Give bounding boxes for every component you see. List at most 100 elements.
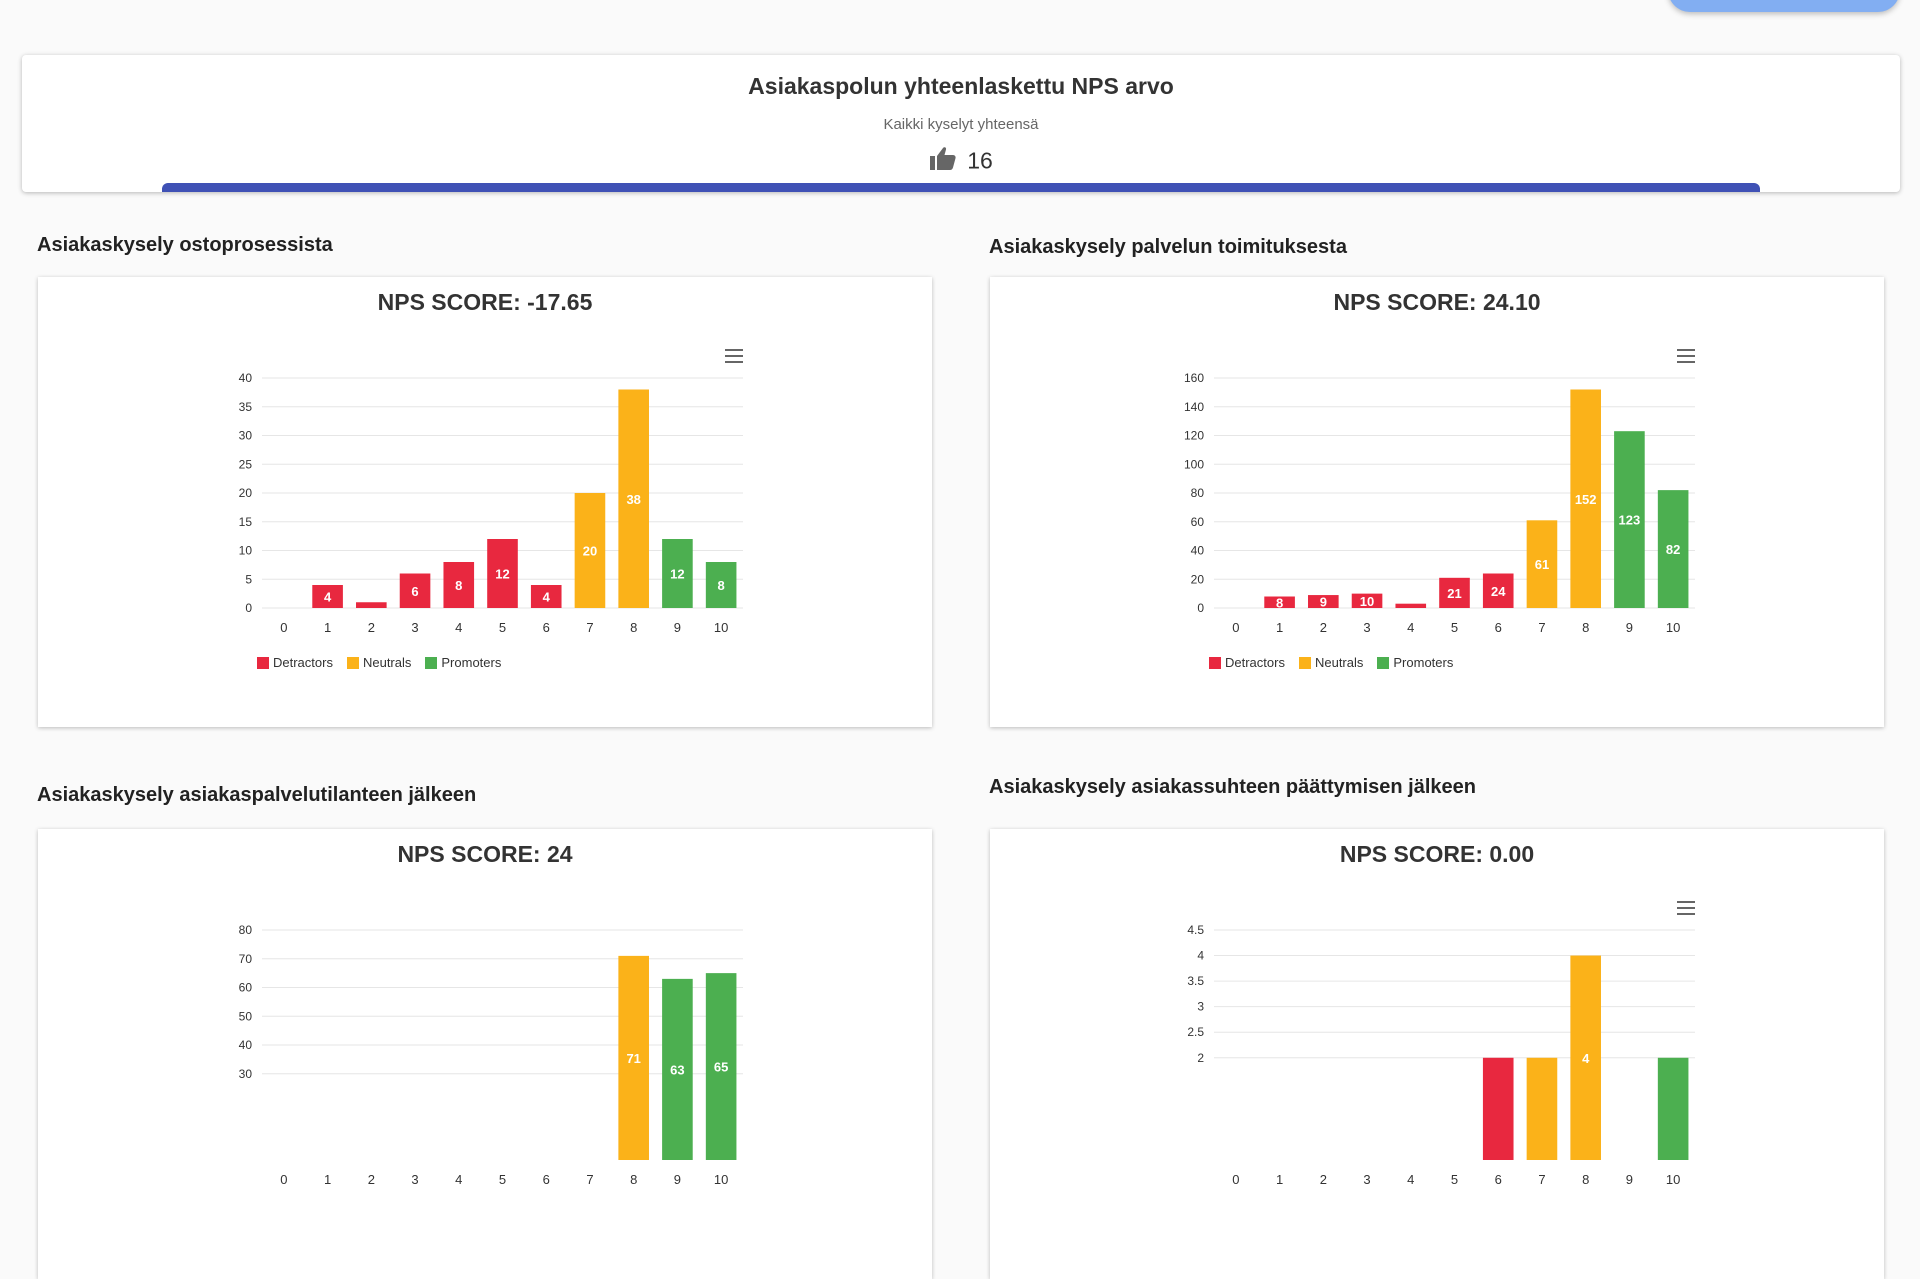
x-tick-label: 1 xyxy=(1276,1172,1283,1187)
x-tick-label: 3 xyxy=(411,1172,418,1187)
bar xyxy=(1351,593,1383,608)
legend-item-detractors[interactable]: Detractors xyxy=(1209,655,1285,670)
x-tick-label: 6 xyxy=(1495,620,1502,635)
detractors-swatch xyxy=(257,656,269,669)
bar xyxy=(312,585,343,608)
legend-label: Promoters xyxy=(441,655,502,670)
legend-item-neutrals[interactable]: Neutrals xyxy=(346,655,412,670)
bar xyxy=(1482,1057,1514,1160)
x-tick-label: 0 xyxy=(1232,620,1239,635)
bar-data-label: 38 xyxy=(626,492,640,507)
x-tick-label: 4 xyxy=(1407,620,1414,635)
x-tick-label: 7 xyxy=(586,620,593,635)
nps-bar-chart: 2 2.5 3 3.5 4 4.5 0 1 2 3 4 5 6 7 4 8 9 10 xyxy=(1187,923,1695,1187)
nps-score-title: NPS SCORE: -17.65 xyxy=(377,289,593,315)
chart-card-delivery: NPS SCORE: 24.10 0 20 40 60 80 100 120 140 160 0 8… xyxy=(990,277,1884,727)
bar xyxy=(1395,603,1427,608)
bar-data-label: 6 xyxy=(411,584,418,599)
bar-data-label: 123 xyxy=(1619,513,1641,528)
x-tick-label: 5 xyxy=(1451,1172,1458,1187)
bar-data-label: 8 xyxy=(718,578,725,593)
y-tick-label: 80 xyxy=(1191,486,1205,500)
y-tick-label: 120 xyxy=(1184,429,1204,443)
x-tick-label: 2 xyxy=(1320,1172,1327,1187)
y-tick-label: 2 xyxy=(1197,1051,1204,1065)
nps-bar-chart: 0 20 40 60 80 100 120 140 160 0 8 1 9 2 10 3 4 21 5 24 6 61 7 1… xyxy=(1184,371,1695,635)
x-tick-label: 10 xyxy=(714,620,728,635)
x-tick-label: 8 xyxy=(630,620,637,635)
bar xyxy=(705,562,737,608)
legend-label: Promoters xyxy=(1393,655,1454,670)
x-tick-label: 7 xyxy=(586,1172,593,1187)
bar-data-label: 152 xyxy=(1575,492,1597,507)
legend-label: Neutrals xyxy=(1314,655,1364,670)
y-tick-label: 20 xyxy=(239,486,253,500)
total-nps-card: Asiakaspolun yhteenlaskettu NPS arvo Kai… xyxy=(22,55,1900,192)
x-tick-label: 7 xyxy=(1538,620,1545,635)
y-tick-label: 4 xyxy=(1197,949,1204,963)
detractors-swatch xyxy=(1209,656,1221,669)
total-nps-value: 16 xyxy=(967,147,993,174)
legend-label: Neutrals xyxy=(362,655,412,670)
bar-data-label: 4 xyxy=(543,590,551,605)
x-tick-label: 9 xyxy=(674,620,681,635)
survey-heading-delivery: Asiakaskysely palvelun toimituksesta xyxy=(989,236,1347,258)
y-tick-label: 60 xyxy=(1191,515,1205,529)
x-tick-label: 3 xyxy=(411,620,418,635)
bar-data-label: 8 xyxy=(1276,595,1283,610)
bar-data-label: 10 xyxy=(1360,594,1374,609)
x-tick-label: 4 xyxy=(1407,1172,1414,1187)
bar xyxy=(530,585,562,608)
bar xyxy=(1264,596,1295,608)
y-tick-label: 4.5 xyxy=(1187,923,1204,937)
x-tick-label: 10 xyxy=(1666,1172,1680,1187)
total-nps-subtitle: Kaikki kyselyt yhteensä xyxy=(883,116,1039,133)
x-tick-label: 0 xyxy=(280,1172,287,1187)
x-tick-label: 0 xyxy=(1232,1172,1239,1187)
x-tick-label: 5 xyxy=(499,620,506,635)
legend-item-promoters[interactable]: Promoters xyxy=(1377,655,1453,670)
x-tick-label: 9 xyxy=(674,1172,681,1187)
bar-data-label: 20 xyxy=(583,544,597,559)
x-tick-label: 4 xyxy=(455,620,462,635)
top-action-button[interactable] xyxy=(1668,0,1900,12)
y-tick-label: 20 xyxy=(1191,572,1205,586)
bar-data-label: 12 xyxy=(670,567,684,582)
x-tick-label: 9 xyxy=(1626,620,1633,635)
nps-bar-chart: 30 40 50 60 70 80 0 1 2 3 4 5 6 7 71 8 63 9 65 10 xyxy=(239,923,743,1187)
bar-data-label: 24 xyxy=(1491,584,1506,599)
bar xyxy=(399,573,431,608)
survey-heading-relationship-end: Asiakaskysely asiakassuhteen päättymisen… xyxy=(989,776,1476,798)
legend-item-neutrals[interactable]: Neutrals xyxy=(1298,655,1364,670)
promoters-swatch xyxy=(425,656,438,669)
nps-score-title: NPS SCORE: 24.10 xyxy=(1333,289,1541,315)
bar xyxy=(1570,389,1601,608)
neutrals-swatch xyxy=(1298,656,1311,669)
x-tick-label: 4 xyxy=(455,1172,462,1187)
bar xyxy=(1657,1057,1689,1160)
legend-label: Detractors xyxy=(273,655,333,670)
x-tick-label: 0 xyxy=(280,620,287,635)
x-tick-label: 5 xyxy=(1451,620,1458,635)
y-tick-label: 50 xyxy=(239,1009,253,1023)
nps-score-title: NPS SCORE: 24 xyxy=(397,841,573,867)
x-tick-label: 8 xyxy=(1582,1172,1589,1187)
chart-card-purchase: NPS SCORE: -17.65 0 5 10 15 20 25 30 35 40 0 4 1 2 6 3… xyxy=(38,277,932,727)
x-tick-label: 9 xyxy=(1626,1172,1633,1187)
bar xyxy=(1526,520,1558,608)
bar-data-label: 12 xyxy=(495,567,509,582)
chart-legend: Detractors Neutrals Promoters xyxy=(257,655,501,670)
y-tick-label: 10 xyxy=(239,544,253,558)
nps-score-title: NPS SCORE: 0.00 xyxy=(1339,841,1535,867)
legend-item-detractors[interactable]: Detractors xyxy=(257,655,333,670)
y-tick-label: 70 xyxy=(239,952,253,966)
y-tick-label: 3 xyxy=(1197,1000,1204,1014)
legend-item-promoters[interactable]: Promoters xyxy=(425,655,501,670)
bar-data-label: 9 xyxy=(1320,595,1327,610)
bar xyxy=(356,602,387,608)
bar-data-label: 71 xyxy=(626,1051,640,1066)
chart-legend: Detractors Neutrals Promoters xyxy=(1209,655,1453,670)
bar-data-label: 65 xyxy=(714,1060,728,1075)
y-tick-label: 40 xyxy=(1191,544,1205,558)
y-tick-label: 100 xyxy=(1184,457,1204,471)
